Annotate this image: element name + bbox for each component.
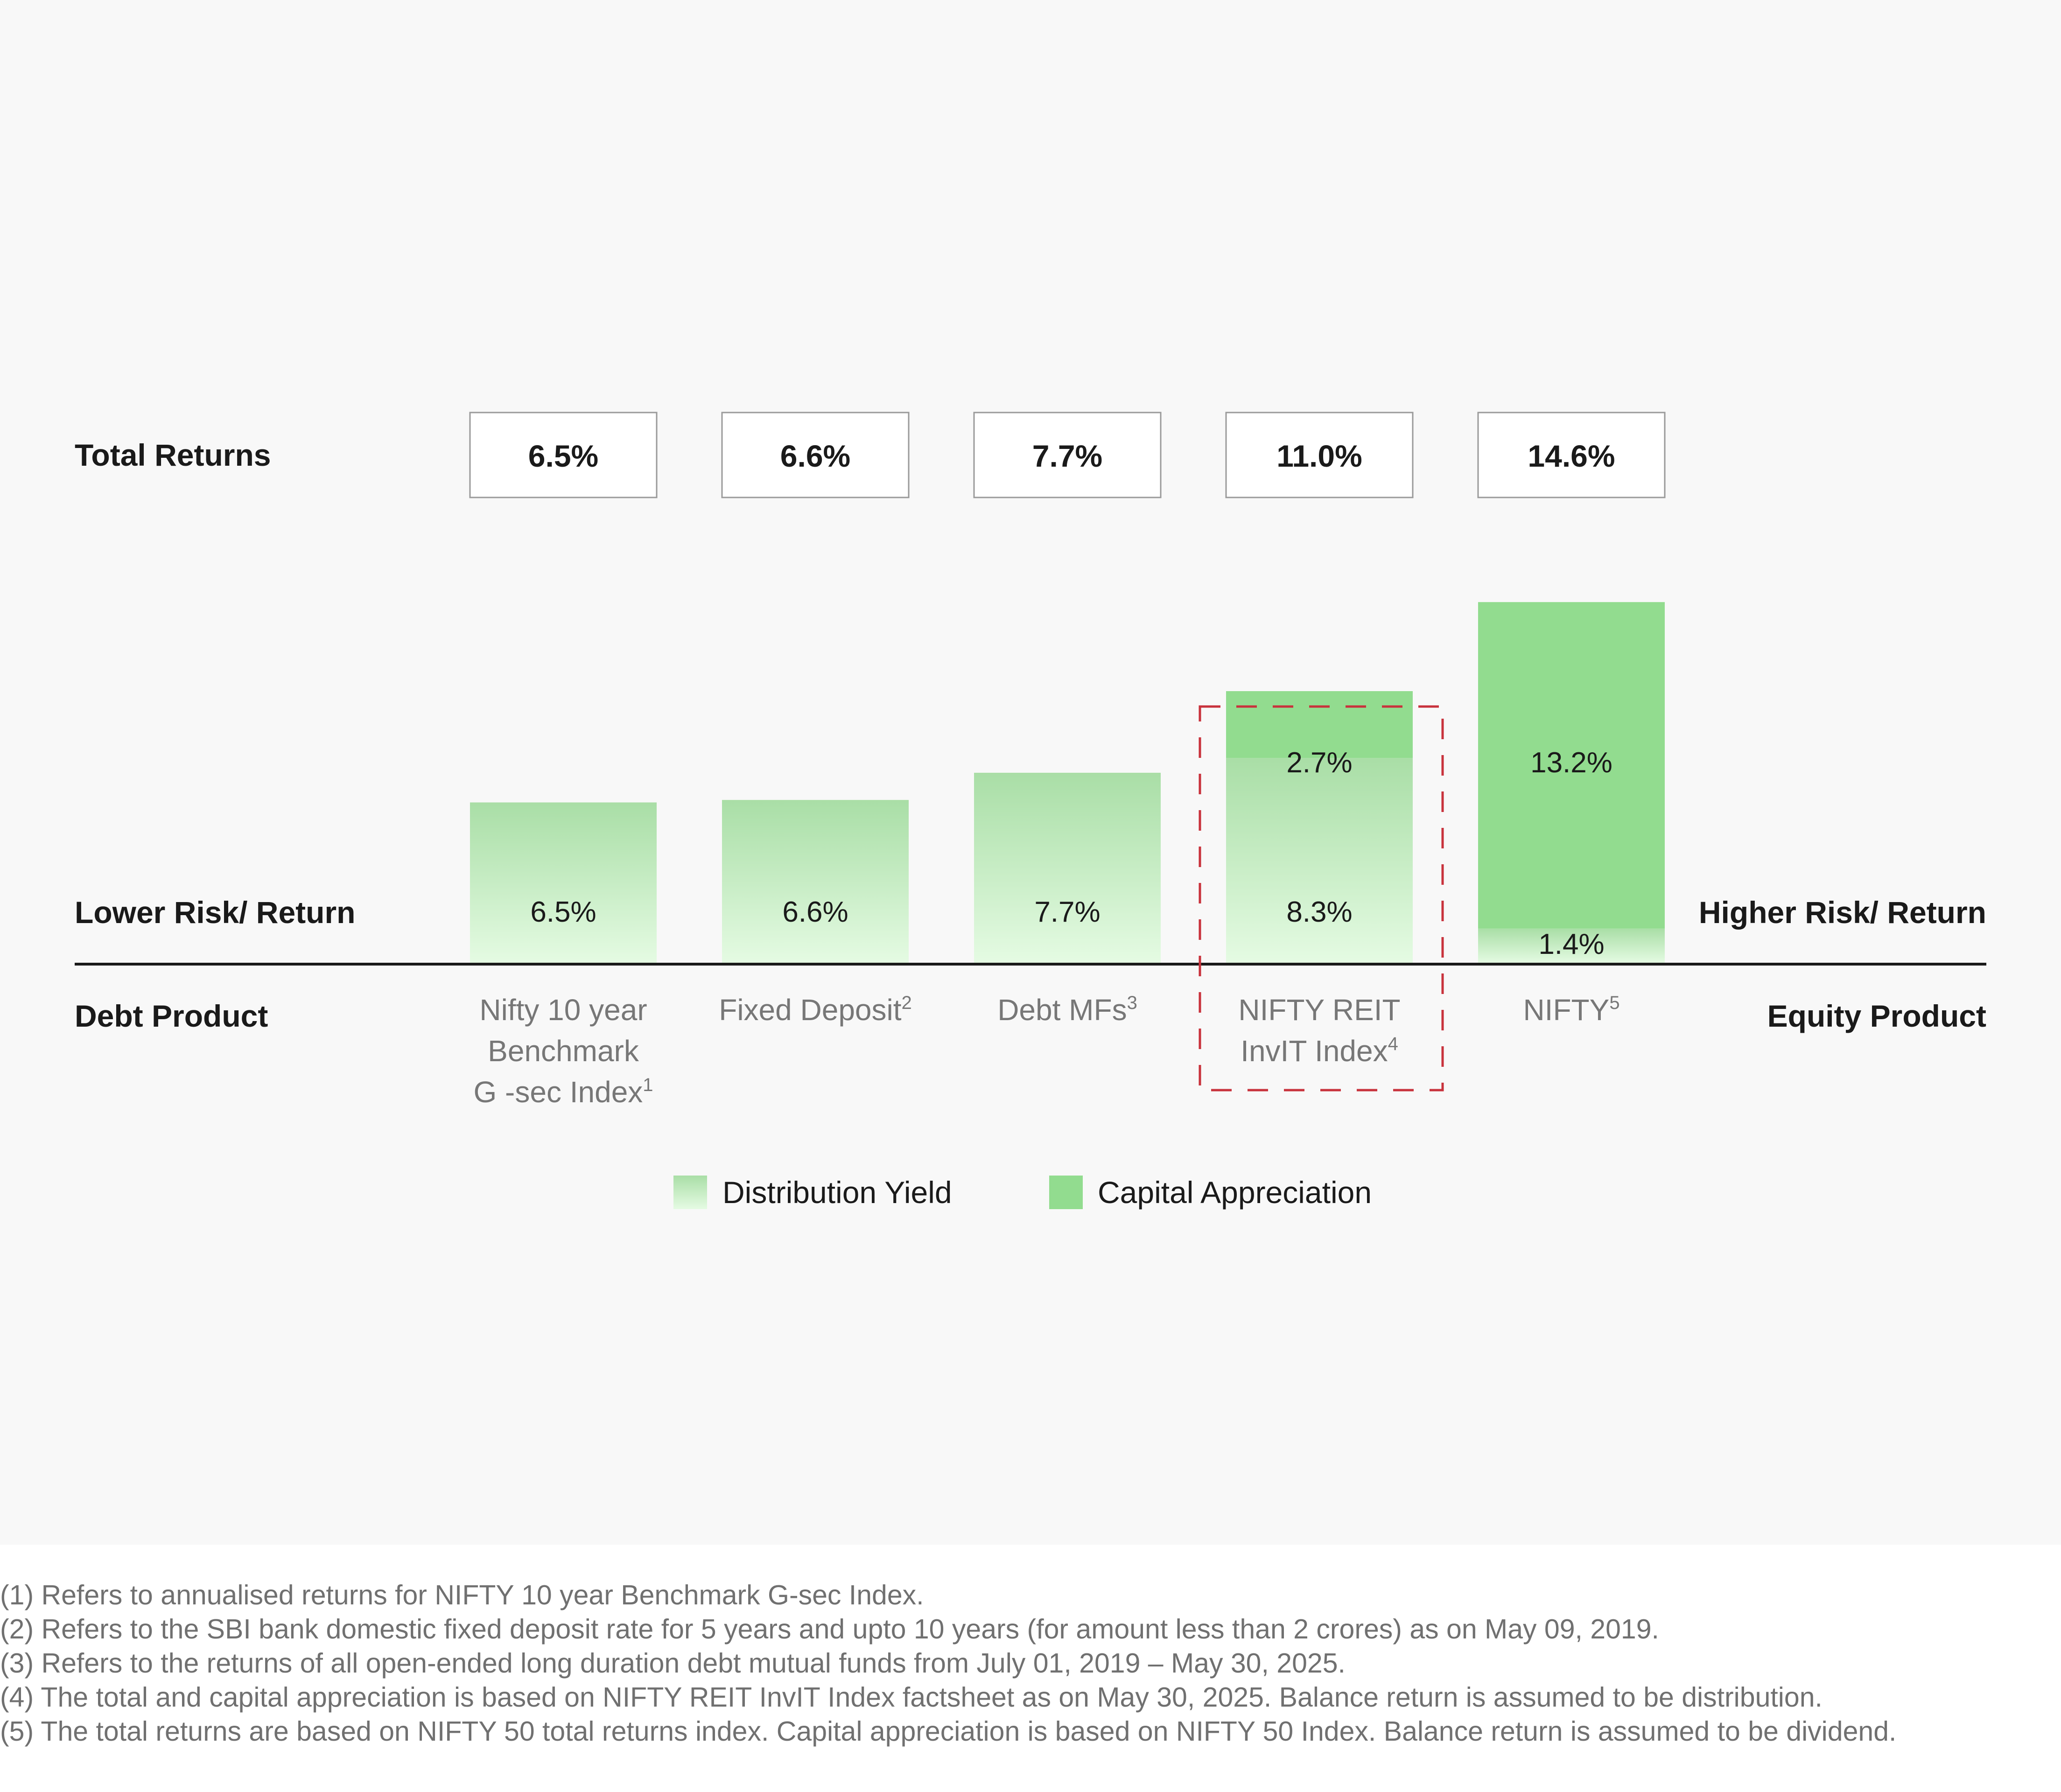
bar-capital-appreciation xyxy=(1226,691,1413,758)
footnote-1: (1) Refers to annualised returns for NIF… xyxy=(0,1580,924,1610)
returns-chart: 6.5% 6.6% 7.7% 11.0% 14.6% 6.5% 6.6% 7.7% 8.3% 2… xyxy=(75,412,1986,1210)
lower-risk-label: Lower Risk/ Return xyxy=(75,895,355,930)
bar-label-distribution: 8.3% xyxy=(1286,896,1352,928)
bar-distribution-yield xyxy=(470,802,657,963)
bar-distribution-yield xyxy=(722,800,909,963)
legend-label-capital: Capital Appreciation xyxy=(1098,1175,1372,1210)
total-return-value: 7.7% xyxy=(1032,439,1102,473)
higher-risk-label: Higher Risk/ Return xyxy=(1699,895,1986,930)
category-label: Debt MFs3 xyxy=(997,993,1137,1027)
legend-label-distribution: Distribution Yield xyxy=(722,1175,952,1210)
bar-label-distribution: 6.5% xyxy=(530,896,596,928)
bar-label-capital: 13.2% xyxy=(1530,747,1612,779)
total-return-box xyxy=(973,412,1162,498)
footnote-4: (4) The total and capital appreciation i… xyxy=(0,1682,1823,1713)
debt-product-label: Debt Product xyxy=(75,999,268,1033)
bar-label-distribution: 6.6% xyxy=(782,896,848,928)
total-return-box xyxy=(1225,412,1414,498)
highlight-box xyxy=(1199,705,1444,1092)
total-return-value: 6.6% xyxy=(780,439,850,473)
total-return-box xyxy=(721,412,910,498)
category-label: NIFTY REIT InvIT Index4 xyxy=(1238,993,1400,1068)
footnotes: (1) Refers to annualised returns for NIF… xyxy=(0,1578,2061,1749)
footnote-3: (3) Refers to the returns of all open-en… xyxy=(0,1648,1346,1679)
total-return-value: 14.6% xyxy=(1528,439,1615,473)
legend-swatch-capital xyxy=(1049,1176,1083,1209)
category-label: Nifty 10 year Benchmark G -sec Index1 xyxy=(473,993,653,1109)
total-return-box xyxy=(469,412,658,498)
equity-product-label: Equity Product xyxy=(1767,999,1986,1033)
bar-distribution-yield xyxy=(974,772,1161,963)
total-returns-label: Total Returns xyxy=(75,438,271,472)
category-label: Fixed Deposit2 xyxy=(719,993,912,1027)
bar-distribution-yield xyxy=(1478,928,1665,963)
bar-label-distribution: 1.4% xyxy=(1538,928,1604,960)
bar-distribution-yield xyxy=(1226,758,1413,963)
bar-label-distribution: 7.7% xyxy=(1034,896,1100,928)
total-return-value: 6.5% xyxy=(528,439,598,473)
footnote-5: (5) The total returns are based on NIFTY… xyxy=(0,1716,1897,1747)
category-label: NIFTY5 xyxy=(1523,993,1619,1027)
total-return-value: 11.0% xyxy=(1276,439,1362,473)
total-return-box xyxy=(1477,412,1666,498)
footnote-2: (2) Refers to the SBI bank domestic fixe… xyxy=(0,1614,1659,1645)
bar-label-capital: 2.7% xyxy=(1286,747,1352,779)
chart-area: 6.5% 6.6% 7.7% 11.0% 14.6% 6.5% 6.6% 7.7% 8.3% 2… xyxy=(75,412,1987,1210)
bar-capital-appreciation xyxy=(1478,602,1665,929)
legend-swatch-distribution xyxy=(673,1176,707,1209)
